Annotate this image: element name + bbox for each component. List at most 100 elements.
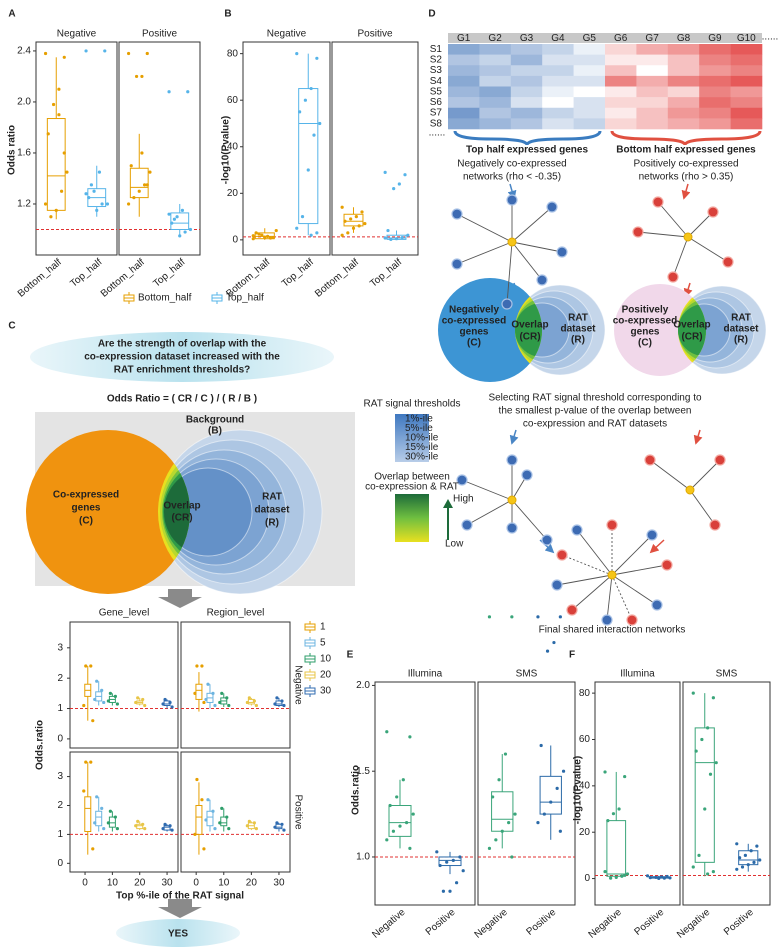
point: [620, 874, 624, 878]
heatmap-cell: [510, 65, 543, 77]
column-label: G7: [645, 33, 659, 44]
row-label: S1: [430, 44, 443, 55]
bracket: [453, 130, 602, 146]
genes-label: (C): [467, 338, 481, 349]
column-label: G5: [583, 33, 597, 44]
coexpressed-circle: [614, 284, 706, 376]
question: co-expression dataset increased with the: [84, 352, 280, 363]
point: [735, 867, 739, 871]
genes-label: co-expressed: [442, 316, 506, 327]
heatmap-cell: [479, 65, 512, 77]
point: [193, 832, 197, 837]
legend-label: 30: [320, 686, 332, 697]
point: [623, 873, 627, 877]
point: [134, 824, 138, 828]
heatmap-cell: [479, 75, 512, 87]
heatmap-cell: [605, 75, 637, 87]
heatmap-cell: [667, 65, 700, 77]
point: [275, 696, 279, 700]
network-edge: [506, 241, 513, 305]
threshold-label: 1%-ile: [405, 414, 433, 425]
point: [614, 875, 618, 880]
point: [388, 803, 392, 808]
point: [625, 872, 630, 876]
genes-label: Negatively: [449, 305, 499, 316]
y-tick-label: 0: [232, 235, 238, 246]
point: [357, 224, 361, 228]
genes-label: genes: [460, 327, 489, 338]
x-tick-label: 30: [162, 878, 174, 889]
point: [54, 208, 58, 212]
network-edge: [637, 231, 689, 238]
y-tick-label: 80: [227, 48, 239, 59]
box: [46, 118, 66, 211]
network-edge: [689, 489, 716, 526]
point: [167, 212, 171, 216]
point: [451, 858, 455, 863]
point: [168, 700, 172, 705]
heatmap-cell: [510, 54, 543, 66]
network-label: Negatively co-expressed: [457, 159, 567, 170]
point: [340, 233, 344, 237]
y-axis-label: -log10(Pvalue): [573, 756, 584, 824]
overlap-label: Overlap: [673, 320, 710, 331]
point: [545, 649, 550, 653]
network-node: [501, 298, 513, 310]
heatmap-cell: [730, 75, 763, 87]
formula: Odds Ratio = ( CR / C ) / ( R / B ): [107, 394, 257, 405]
row-label: S5: [430, 86, 443, 97]
network-node: [667, 271, 679, 283]
rat-label: dataset: [560, 324, 596, 335]
network-node: [506, 194, 518, 206]
x-tick-label: 20: [134, 878, 146, 889]
network-edge: [461, 479, 513, 501]
heatmap-cell: [699, 75, 731, 87]
heatmap-cell: [730, 65, 763, 77]
point: [389, 237, 393, 242]
point: [100, 688, 104, 692]
point: [105, 202, 110, 206]
facet-label: Positive: [142, 29, 177, 40]
box: [84, 796, 92, 833]
point: [91, 719, 95, 723]
point: [691, 691, 695, 695]
point: [202, 847, 206, 851]
point: [195, 777, 199, 782]
point: [84, 664, 88, 668]
point: [170, 705, 174, 709]
y-tick-label: 20: [227, 188, 239, 199]
point: [494, 838, 498, 842]
heatmap-cell: [699, 97, 731, 109]
heatmap-cell: [448, 75, 480, 87]
genes-label: genes: [631, 327, 660, 338]
network-edge: [511, 206, 553, 243]
heatmap-cell: [573, 44, 606, 55]
point: [163, 697, 167, 702]
point: [200, 798, 204, 802]
network-edge: [571, 574, 613, 611]
point: [346, 231, 350, 235]
network-node: [536, 274, 548, 286]
point: [611, 812, 616, 816]
point: [225, 696, 229, 700]
network-edge: [611, 564, 668, 576]
point: [115, 702, 119, 706]
point: [91, 847, 95, 851]
overlap-label: (CR): [681, 332, 702, 343]
point: [500, 829, 504, 833]
overlap-region: [164, 468, 190, 556]
point: [295, 52, 299, 56]
network-node: [601, 614, 613, 626]
heatmap-cell: [573, 65, 606, 77]
network-edge: [611, 574, 658, 606]
threshold-label: 15%-ile: [405, 442, 439, 453]
point: [749, 849, 753, 853]
point: [300, 214, 305, 219]
point: [170, 221, 174, 225]
point: [206, 682, 210, 686]
point: [558, 615, 562, 619]
x-tick-label: Negative: [473, 907, 511, 941]
group-label: Top half expressed genes: [466, 145, 589, 156]
column-label: G1: [457, 33, 471, 44]
point: [51, 102, 56, 107]
